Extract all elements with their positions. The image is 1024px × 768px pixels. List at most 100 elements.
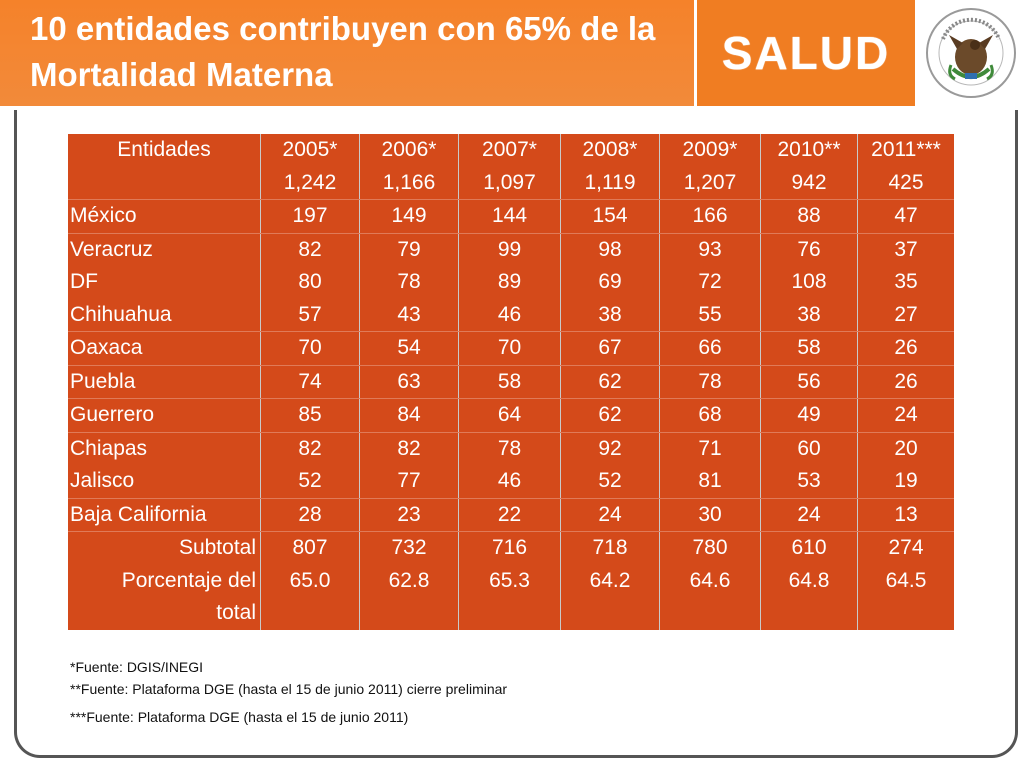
- total-cell: 1,166: [359, 166, 459, 200]
- value-cell: 98: [560, 233, 660, 266]
- value-cell: 38: [760, 298, 858, 332]
- value-cell: 43: [359, 298, 459, 332]
- value-cell: 88: [760, 199, 858, 234]
- subtotal-cell: 807: [260, 531, 360, 565]
- state-name: México: [68, 199, 261, 234]
- year-cell: 2007*: [458, 134, 561, 167]
- table-row: México 197 149 144 154 166 88 47: [68, 199, 954, 234]
- total-cell: 1,242: [260, 166, 360, 200]
- value-cell: 64: [458, 398, 561, 433]
- value-cell: 19: [857, 465, 954, 499]
- value-cell: 77: [359, 465, 459, 499]
- mexico-seal: [918, 0, 1024, 106]
- value-cell: 108: [760, 266, 858, 299]
- value-cell: 68: [659, 398, 761, 433]
- value-cell: 81: [659, 465, 761, 499]
- value-cell: 46: [458, 465, 561, 499]
- table-row: Chihuahua 57 43 46 38 55 38 27: [68, 298, 954, 332]
- mexico-seal-icon: [926, 8, 1016, 98]
- value-cell: 149: [359, 199, 459, 234]
- value-cell: 197: [260, 199, 360, 234]
- table-row: Oaxaca 70 54 70 67 66 58 26: [68, 331, 954, 366]
- value-cell: 71: [659, 432, 761, 465]
- table-row: Jalisco 52 77 46 52 81 53 19: [68, 465, 954, 499]
- year-cell: 2011***: [871, 138, 941, 161]
- state-name: DF: [68, 266, 261, 299]
- percent-cell: 65.0: [260, 564, 360, 630]
- value-cell: 70: [458, 331, 561, 366]
- value-cell: 52: [260, 465, 360, 499]
- value-cell: 13: [857, 498, 954, 532]
- state-name: Jalisco: [68, 465, 261, 499]
- value-cell: 24: [760, 498, 858, 532]
- value-cell: 22: [458, 498, 561, 532]
- value-cell: 53: [760, 465, 858, 499]
- total-cell: 425: [857, 166, 954, 200]
- table-row: Guerrero 85 84 64 62 68 49 24: [68, 398, 954, 433]
- value-cell: 70: [260, 331, 360, 366]
- percent-cell: 62.8: [359, 564, 459, 630]
- value-cell: 78: [659, 365, 761, 399]
- value-cell: 154: [560, 199, 660, 234]
- value-cell: 80: [260, 266, 360, 299]
- percent-label: Porcentaje del total: [68, 564, 261, 630]
- table-row: Baja California 28 23 22 24 30 24 13: [68, 498, 954, 532]
- value-cell: 26: [857, 331, 954, 366]
- value-cell: 92: [560, 432, 660, 465]
- value-cell: 46: [458, 298, 561, 332]
- value-cell: 23: [359, 498, 459, 532]
- value-cell: 82: [359, 432, 459, 465]
- mortality-table: Entidades 2005* 2006* 2007* 2008* 2009* …: [68, 134, 954, 630]
- value-cell: 144: [458, 199, 561, 234]
- value-cell: 26: [857, 365, 954, 399]
- subtotal-cell: 274: [888, 536, 924, 559]
- year-cell: 2006*: [359, 134, 459, 167]
- value-cell: 93: [659, 233, 761, 266]
- total-cell: 1,207: [659, 166, 761, 200]
- subtotal-cell: 732: [359, 531, 459, 565]
- year-cell: 2010**: [760, 134, 858, 167]
- value-cell: 27: [857, 298, 954, 332]
- value-cell: 28: [260, 498, 360, 532]
- value-cell: 76: [760, 233, 858, 266]
- value-cell: 49: [760, 398, 858, 433]
- source-note: ***Fuente: Plataforma DGE (hasta el 15 d…: [70, 709, 409, 725]
- percent-label-line2: total: [216, 601, 256, 624]
- slide-frame: [14, 110, 1018, 758]
- value-cell: 66: [659, 331, 761, 366]
- table-header-row: Entidades 2005* 2006* 2007* 2008* 2009* …: [68, 134, 954, 167]
- value-cell: 24: [560, 498, 660, 532]
- value-cell: 56: [760, 365, 858, 399]
- subtotal-label: Subtotal: [68, 531, 261, 565]
- subtotal-cell: 716: [458, 531, 561, 565]
- state-name: Puebla: [68, 365, 261, 399]
- salud-logo-text: SALUD: [721, 27, 891, 79]
- value-cell: 62: [560, 398, 660, 433]
- value-cell: 38: [560, 298, 660, 332]
- year-cell: 2008*: [560, 134, 660, 167]
- value-cell: 69: [560, 266, 660, 299]
- value-cell: 55: [659, 298, 761, 332]
- subtotal-row: Subtotal 807 732 716 718 780 610 274: [68, 531, 954, 565]
- table-row: Chiapas 82 82 78 92 71 60 20: [68, 432, 954, 465]
- value-cell: 62: [560, 365, 660, 399]
- year-cell: 2005*: [260, 134, 360, 167]
- value-cell: 58: [760, 331, 858, 366]
- value-cell: 74: [260, 365, 360, 399]
- percent-cell: 64.8: [760, 564, 858, 630]
- year-cell: 2009*: [659, 134, 761, 167]
- percent-label-line1: Porcentaje del: [121, 568, 256, 592]
- value-cell: 63: [359, 365, 459, 399]
- total-cell: 1,119: [560, 166, 660, 200]
- value-cell: 47: [857, 199, 954, 234]
- subtotal-cell: 718: [560, 531, 660, 565]
- value-cell: 52: [560, 465, 660, 499]
- state-name: Guerrero: [68, 398, 261, 433]
- percent-cell: 64.6: [659, 564, 761, 630]
- percent-cell: 65.3: [458, 564, 561, 630]
- percent-row: Porcentaje del total 65.0 62.8 65.3 64.2…: [68, 564, 954, 630]
- table-totals-row: 1,242 1,166 1,097 1,119 1,207 942 425: [68, 166, 954, 200]
- value-cell: 82: [260, 233, 360, 266]
- source-note: **Fuente: Plataforma DGE (hasta el 15 de…: [70, 681, 508, 697]
- value-cell: 54: [359, 331, 459, 366]
